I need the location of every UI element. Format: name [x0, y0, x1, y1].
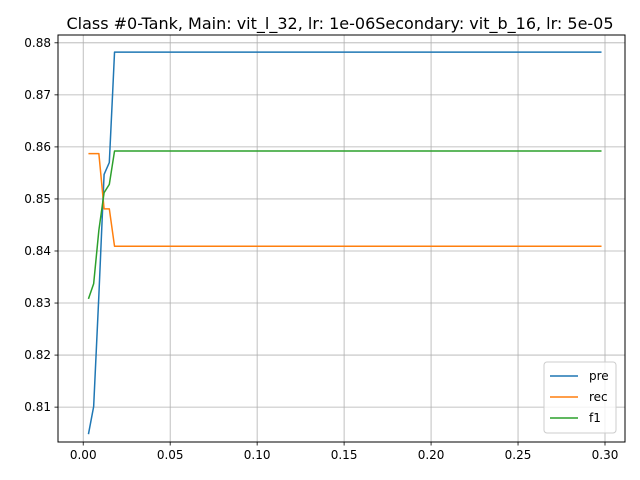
y-tick-label: 0.86 [24, 140, 51, 154]
x-tick-label: 0.25 [505, 448, 532, 462]
plot-frame [57, 34, 626, 443]
x-tick-label: 0.00 [70, 448, 97, 462]
x-axis-ticks: 0.00 0.05 0.10 0.15 0.20 0.25 0.30 [70, 442, 618, 462]
y-tick-label: 0.83 [24, 296, 51, 310]
legend: pre rec f1 [543, 361, 617, 434]
legend-label-f1: f1 [589, 411, 601, 425]
grid [58, 35, 625, 442]
x-tick-label: 0.10 [244, 448, 271, 462]
y-tick-label: 0.88 [24, 36, 51, 50]
y-tick-label: 0.81 [24, 400, 51, 414]
legend-box [543, 361, 617, 434]
x-tick-label: 0.05 [157, 448, 184, 462]
x-tick-label: 0.20 [418, 448, 445, 462]
y-tick-label: 0.82 [24, 348, 51, 362]
y-tick-label: 0.85 [24, 192, 51, 206]
y-axis-ticks: 0.81 0.82 0.83 0.84 0.85 0.86 0.87 0.88 [24, 36, 58, 414]
y-tick-label: 0.84 [24, 244, 51, 258]
chart-title: Class #0-Tank, Main: vit_l_32, lr: 1e-06… [66, 14, 613, 34]
series-line-pre [87, 51, 602, 435]
x-tick-label: 0.15 [331, 448, 358, 462]
series-line-f1 [87, 150, 602, 300]
legend-label-rec: rec [589, 390, 608, 404]
x-tick-label: 0.30 [592, 448, 619, 462]
series-lines [87, 51, 602, 435]
y-tick-label: 0.87 [24, 88, 51, 102]
series-line-rec [88, 152, 602, 248]
legend-label-pre: pre [589, 369, 609, 383]
